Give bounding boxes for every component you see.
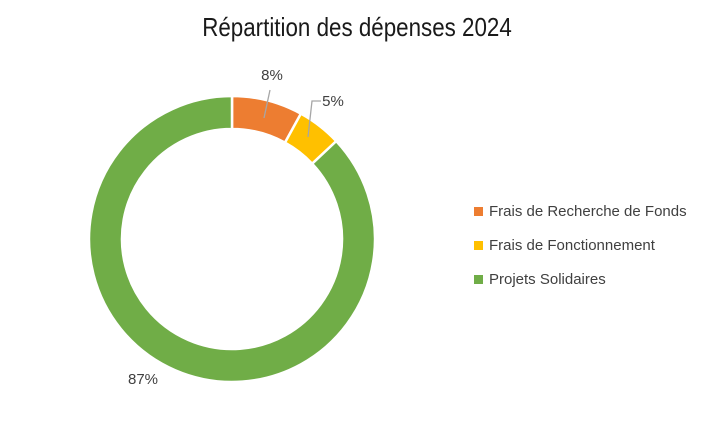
data-label-projets-solidaires: 87% [128, 371, 158, 388]
legend-label-recherche-fonds: Frais de Recherche de Fonds [489, 202, 687, 220]
legend-label-fonctionnement: Frais de Fonctionnement [489, 236, 655, 254]
data-label-recherche-fonds: 8% [261, 67, 283, 84]
legend-label-projets-solidaires: Projets Solidaires [489, 270, 606, 288]
chart-title: Répartition des dépenses 2024 [202, 12, 512, 42]
leader-line-fonctionnement [307, 100, 321, 138]
legend-swatch-fonctionnement [474, 240, 483, 250]
leader-line-recherche-fonds [263, 89, 271, 119]
legend-item-recherche-fonds: Frais de Recherche de Fonds [474, 194, 710, 228]
data-label-fonctionnement: 5% [322, 93, 344, 110]
legend: Frais de Recherche de Fonds Frais de Fon… [474, 194, 710, 296]
legend-item-projets-solidaires: Projets Solidaires [474, 262, 710, 296]
legend-swatch-recherche-fonds [474, 206, 483, 216]
legend-item-fonctionnement: Frais de Fonctionnement [474, 228, 710, 262]
legend-swatch-projets-solidaires [474, 274, 483, 284]
donut-slice-projets-solidaires [87, 94, 377, 384]
